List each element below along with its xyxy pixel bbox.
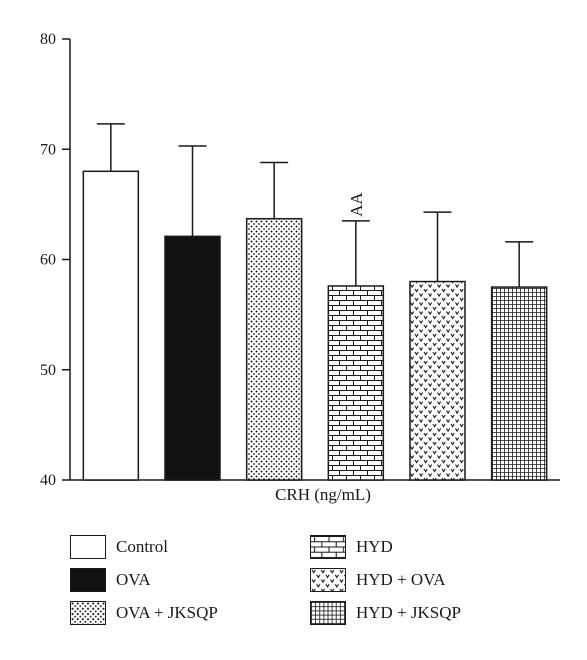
bar-hyd-ova: [409, 280, 466, 481]
y-tick-label: 70: [40, 141, 56, 158]
bar-control: [82, 170, 140, 481]
legend-label: HYD: [356, 537, 393, 556]
y-tick-label: 60: [40, 252, 56, 269]
legend-swatch: [310, 601, 346, 625]
bar-hyd-jksqp: [490, 286, 548, 481]
legend-label: HYD + OVA: [356, 570, 446, 589]
y-tick-label: 40: [40, 472, 56, 489]
legend-label: OVA + JKSQP: [116, 603, 218, 622]
legend-swatch: [310, 568, 346, 592]
legend-label: OVA: [116, 570, 151, 589]
legend-swatch: [70, 601, 106, 625]
legend-item-ova-jksqp: OVA + JKSQP: [70, 600, 218, 626]
bar-ova-jksqp: [245, 217, 303, 481]
annotation-label: AA: [347, 192, 366, 217]
legend-item-hyd: HYD: [310, 534, 393, 560]
legend-item-control: Control: [70, 534, 168, 560]
legend-label: HYD + JKSQP: [356, 603, 461, 622]
bar-chart: 40 50 60 70 80 AA CRH (ng/mL): [40, 31, 560, 504]
legend-item-hyd-jksqp: HYD + JKSQP: [310, 600, 461, 626]
y-tick-label: 80: [40, 31, 56, 48]
legend: Control OVA OVA + JKSQP HYD HYD + OVA HYD + J…: [0, 530, 587, 650]
legend-swatch: [70, 535, 106, 559]
legend-label: Control: [116, 537, 168, 556]
bar-ova: [164, 235, 221, 481]
legend-item-hyd-ova: HYD + OVA: [310, 567, 446, 593]
y-tick-label: 50: [40, 362, 56, 379]
plot-area: 40 50 60 70 80 AA CRH (ng/mL): [40, 31, 560, 504]
x-axis-title: CRH (ng/mL): [275, 485, 371, 504]
legend-item-ova: OVA: [70, 567, 151, 593]
bar-hyd: [327, 285, 385, 481]
legend-swatch: [70, 568, 106, 592]
legend-swatch: [310, 535, 346, 559]
